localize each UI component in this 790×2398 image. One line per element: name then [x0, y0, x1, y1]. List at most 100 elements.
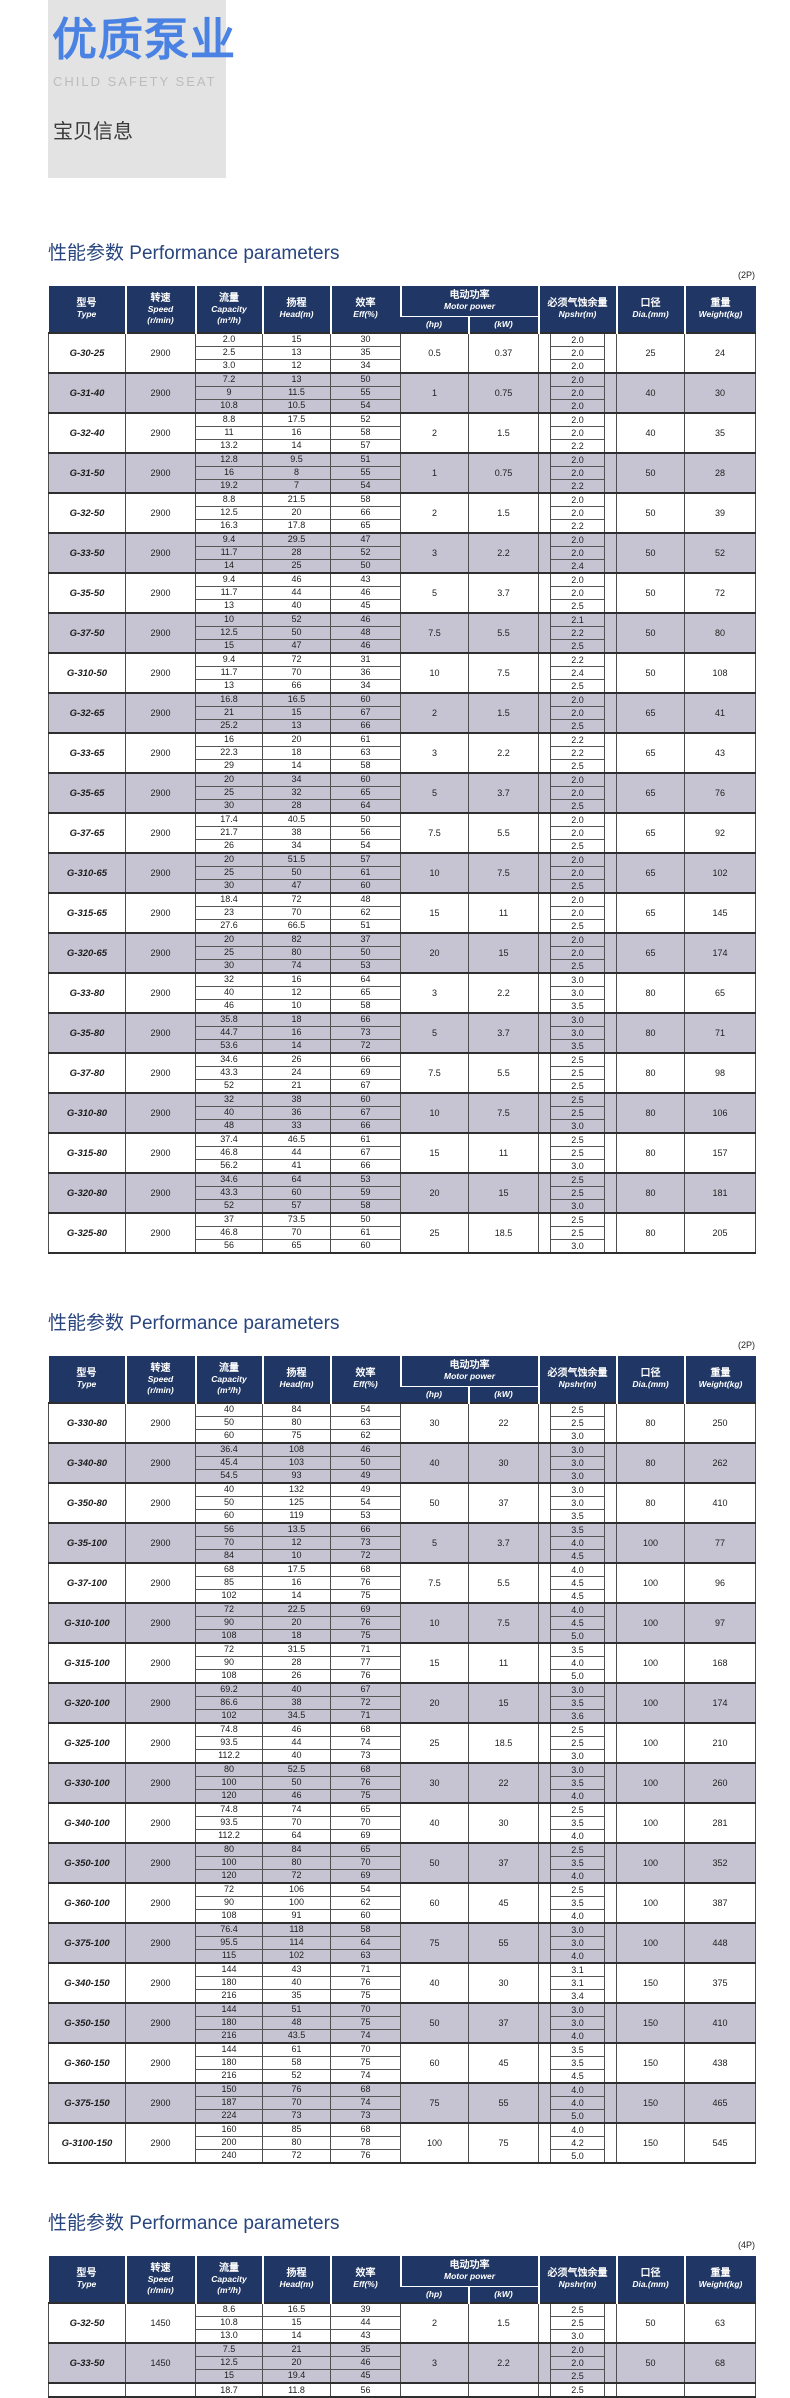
head-cell: 70 — [262, 1225, 331, 1239]
capacity-cell: 108 — [195, 1908, 263, 1923]
table-row: 108 18 75 5.0 — [49, 1628, 756, 1643]
npshr-cell: 4.0 — [538, 2122, 617, 2136]
npshr-cell: 2.0 — [538, 505, 617, 520]
header-kw: (kW) — [467, 1385, 539, 1404]
capacity-cell: 200 — [195, 2135, 263, 2149]
npshr-value-box: 3.0 — [550, 1468, 605, 1483]
type-cell: G-320-100 — [48, 1682, 126, 1723]
table-row: 19.2 7 54 2.2 — [49, 478, 756, 493]
hp-cell: 15 — [400, 1132, 469, 1173]
head-cell: 58 — [262, 2055, 331, 2069]
table-row: G-375-150 2900 150 76 68 75 55 4.0 150 465 — [48, 2082, 756, 2123]
eff-cell: 59 — [330, 1185, 401, 1199]
capacity-cell: 102 — [195, 1708, 263, 1723]
header-dia: 口径 Dia.(mm) — [615, 1356, 685, 1404]
head-cell: 29.5 — [262, 532, 331, 546]
npshr-value-box: 3.1 — [550, 1975, 605, 1990]
table-header: 型号 Type 转速 Speed (r/min) 流量 Capacity (m³/h) 扬… — [48, 286, 756, 334]
table-row: 25 50 61 2.0 — [49, 865, 756, 880]
npshr-value-box: 3.5 — [550, 1815, 605, 1830]
kw-cell: 1.5 — [468, 2302, 539, 2343]
hp-cell: 7.5 — [400, 812, 469, 853]
eff-cell: 70 — [330, 1815, 401, 1829]
table-row: G-340-80 2900 36.4 108 46 40 30 3.0 80 262 — [48, 1442, 756, 1483]
npshr-cell: 2.5 — [538, 638, 617, 653]
brand-banner: 优质泵业 CHILD SAFETY SEAT 宝贝信息 — [48, 0, 235, 178]
type-cell: G-375-100 — [48, 1922, 126, 1963]
npshr-value-box: 3.0 — [550, 1455, 605, 1470]
npshr-cell: 2.5 — [538, 758, 617, 773]
dia-cell: 100 — [616, 1922, 685, 1963]
header-head: 扬程 Head(m) — [261, 286, 331, 334]
head-cell: 47 — [262, 878, 331, 893]
eff-cell: 51 — [330, 918, 401, 933]
capacity-cell: 3.0 — [195, 358, 263, 373]
npshr-value-box: 3.5 — [550, 1508, 605, 1523]
eff-cell: 45 — [330, 2368, 401, 2383]
speed-cell: 2900 — [125, 1442, 196, 1483]
head-cell: 43.5 — [262, 2028, 331, 2043]
dia-cell: 150 — [616, 1962, 685, 2003]
performance-section-1: 性能参数 Performance parameters (2P) 型号 Type … — [48, 242, 756, 1254]
table-row: 90 28 77 4.0 — [49, 1655, 756, 1670]
hp-cell: 15 — [400, 1642, 469, 1683]
head-cell: 84 — [262, 1402, 331, 1416]
npshr-cell: 2.0 — [538, 905, 617, 920]
npshr-cell: 2.0 — [538, 785, 617, 800]
speed-cell: 2900 — [125, 2122, 196, 2163]
npshr-cell: 2.0 — [538, 492, 617, 506]
type-cell: G-310-65 — [48, 852, 126, 893]
type-cell: G-350-80 — [48, 1482, 126, 1523]
dia-cell: 100 — [616, 1802, 685, 1843]
head-cell: 14 — [262, 758, 331, 773]
table-row: 14 25 50 2.4 — [49, 558, 756, 573]
head-cell: 61 — [262, 2042, 331, 2056]
table-row: G-330-80 2900 40 84 54 30 22 2.5 80 250 — [48, 1402, 756, 1443]
npshr-value-box: 2.0 — [550, 374, 605, 386]
head-cell: 85 — [262, 2122, 331, 2136]
npshr-cell: 2.0 — [538, 772, 617, 786]
npshr-value-box: 2.0 — [550, 334, 605, 346]
head-cell: 22.5 — [262, 1602, 331, 1616]
kw-cell: 37 — [468, 2002, 539, 2043]
head-cell: 14 — [262, 1588, 331, 1603]
weight-cell: 205 — [684, 1212, 756, 1253]
hp-cell: 10 — [400, 652, 469, 693]
speed-cell: 2900 — [125, 852, 196, 893]
npshr-cell: 3.5 — [538, 1695, 617, 1710]
hp-cell: 7.5 — [400, 612, 469, 653]
speed-cell — [125, 2382, 196, 2397]
npshr-value-box: 3.0 — [550, 1025, 605, 1040]
head-cell: 46 — [262, 1788, 331, 1803]
pole-count-label: (2P) — [737, 270, 755, 280]
npshr-value-box: 3.4 — [550, 1988, 605, 2003]
npshr-value-box: 3.0 — [550, 1748, 605, 1763]
table-row: 108 26 76 5.0 — [49, 1668, 756, 1683]
table-row: G-30-25 2900 2.0 15 30 0.5 0.37 2.0 25 24 — [48, 332, 756, 373]
table-row: G-31-40 2900 7.2 13 50 1 0.75 2.0 40 30 — [48, 372, 756, 413]
hp-cell: 1 — [400, 452, 469, 493]
capacity-cell: 74.8 — [195, 1802, 263, 1816]
table-row: G-360-100 2900 72 106 54 60 45 2.5 100 387 — [48, 1882, 756, 1923]
eff-cell: 60 — [330, 692, 401, 706]
npshr-value-box: 2.0 — [550, 694, 605, 706]
table-row: 102 14 75 4.5 — [49, 1588, 756, 1603]
kw-cell: 0.37 — [468, 332, 539, 373]
npshr-value-box: 4.0 — [550, 1564, 605, 1576]
capacity-cell: 25 — [195, 945, 263, 959]
npshr-cell: 2.5 — [538, 2382, 617, 2397]
capacity-cell: 144 — [195, 2002, 263, 2016]
type-cell: G-3100-150 — [48, 2122, 126, 2163]
table-row: G-320-65 2900 20 82 37 20 15 2.0 65 174 — [48, 932, 756, 973]
eff-cell: 66 — [330, 1052, 401, 1066]
head-cell: 76 — [262, 2082, 331, 2096]
npshr-cell: 2.5 — [538, 1882, 617, 1896]
npshr-cell: 4.5 — [538, 2068, 617, 2083]
kw-cell: 75 — [468, 2122, 539, 2163]
table-row: 13 40 45 2.5 — [49, 598, 756, 613]
weight-cell: 72 — [684, 572, 756, 613]
head-cell: 46 — [262, 1722, 331, 1736]
npshr-value-box: 4.0 — [550, 1655, 605, 1670]
npshr-value-box: 5.0 — [550, 2148, 605, 2163]
capacity-cell: 224 — [195, 2108, 263, 2123]
